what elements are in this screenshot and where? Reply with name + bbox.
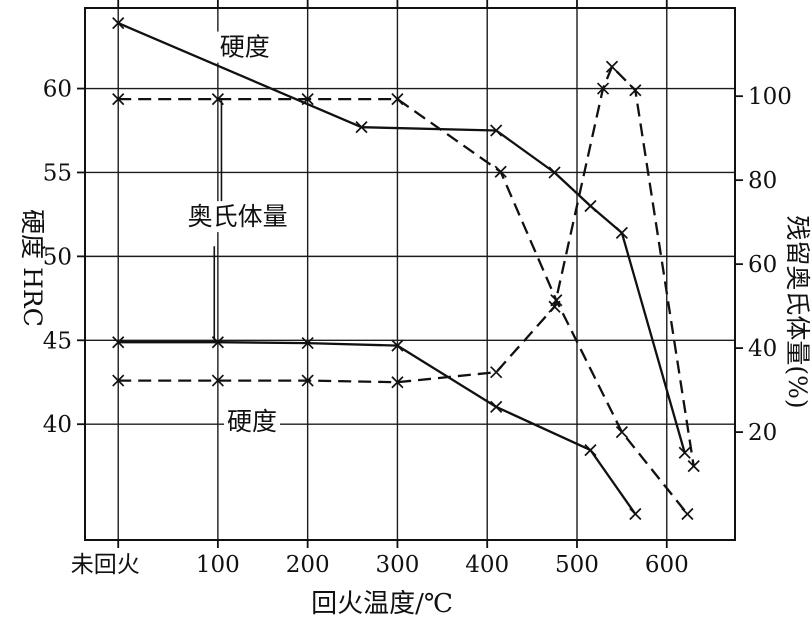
annotation-label-bg	[216, 31, 273, 63]
y-left-tick-label: 45	[43, 328, 72, 354]
series-marker	[490, 124, 503, 137]
series-marker	[301, 374, 314, 387]
series-marker	[615, 425, 628, 439]
series-marker	[211, 93, 224, 106]
series-line-4	[118, 341, 637, 515]
series-marker	[687, 460, 700, 473]
series-marker	[112, 336, 125, 349]
y-right-axis-title: 残留奥氏体量(%)	[783, 215, 812, 408]
x-tick-label: 600	[645, 552, 689, 578]
series-marker	[490, 400, 503, 413]
series-marker	[391, 376, 404, 389]
plot-frame	[84, 7, 736, 541]
series-marker	[391, 93, 404, 106]
series-line-2	[118, 65, 695, 467]
series-marker	[301, 336, 314, 350]
x-tick-label: 200	[286, 552, 330, 578]
annotation-label: 硬度	[220, 33, 270, 62]
series-marker	[629, 507, 642, 521]
series-marker	[112, 93, 125, 106]
y-left-tick-label: 40	[43, 412, 72, 438]
y-right-tick-label: 100	[748, 84, 792, 110]
series-marker	[548, 166, 561, 179]
x-tick-label: 未回火	[71, 552, 140, 578]
series-marker	[211, 336, 224, 349]
y-right-tick-label: 40	[748, 336, 777, 362]
x-tick-label: 500	[555, 552, 599, 578]
series-marker	[112, 17, 125, 30]
series-marker	[550, 294, 563, 307]
series-marker	[494, 165, 507, 178]
series-marker	[605, 60, 619, 73]
y-left-axis-title: 硬度 HRC	[18, 209, 47, 327]
series-marker	[629, 84, 642, 97]
series-line-3	[118, 97, 689, 515]
x-tick-label: 300	[375, 552, 419, 578]
series-marker	[584, 199, 597, 213]
series-marker	[678, 446, 691, 459]
y-left-tick-label: 60	[43, 77, 72, 103]
annotation-label: 奥氏体量	[188, 202, 288, 231]
series-marker	[112, 374, 125, 387]
y-right-tick-label: 20	[748, 420, 777, 446]
annotation-label: 硬度	[227, 407, 277, 436]
x-tick-label: 400	[465, 552, 509, 578]
x-axis-title: 回火温度/℃	[311, 589, 453, 619]
series-marker	[211, 374, 224, 387]
series-marker	[301, 93, 314, 106]
y-right-tick-label: 60	[748, 252, 777, 278]
series-marker	[584, 444, 597, 457]
series-marker	[355, 121, 368, 134]
series-marker	[681, 507, 694, 521]
series-marker	[391, 339, 404, 352]
series-marker	[615, 226, 628, 239]
y-left-tick-label: 55	[43, 160, 72, 186]
y-left-tick-label: 50	[43, 244, 72, 270]
annotation-label-bg	[223, 405, 280, 437]
annotation-label-bg	[184, 201, 291, 233]
y-right-tick-label: 80	[748, 168, 777, 194]
series-marker	[596, 82, 610, 95]
x-tick-label: 100	[196, 552, 240, 578]
series-marker	[490, 366, 503, 379]
